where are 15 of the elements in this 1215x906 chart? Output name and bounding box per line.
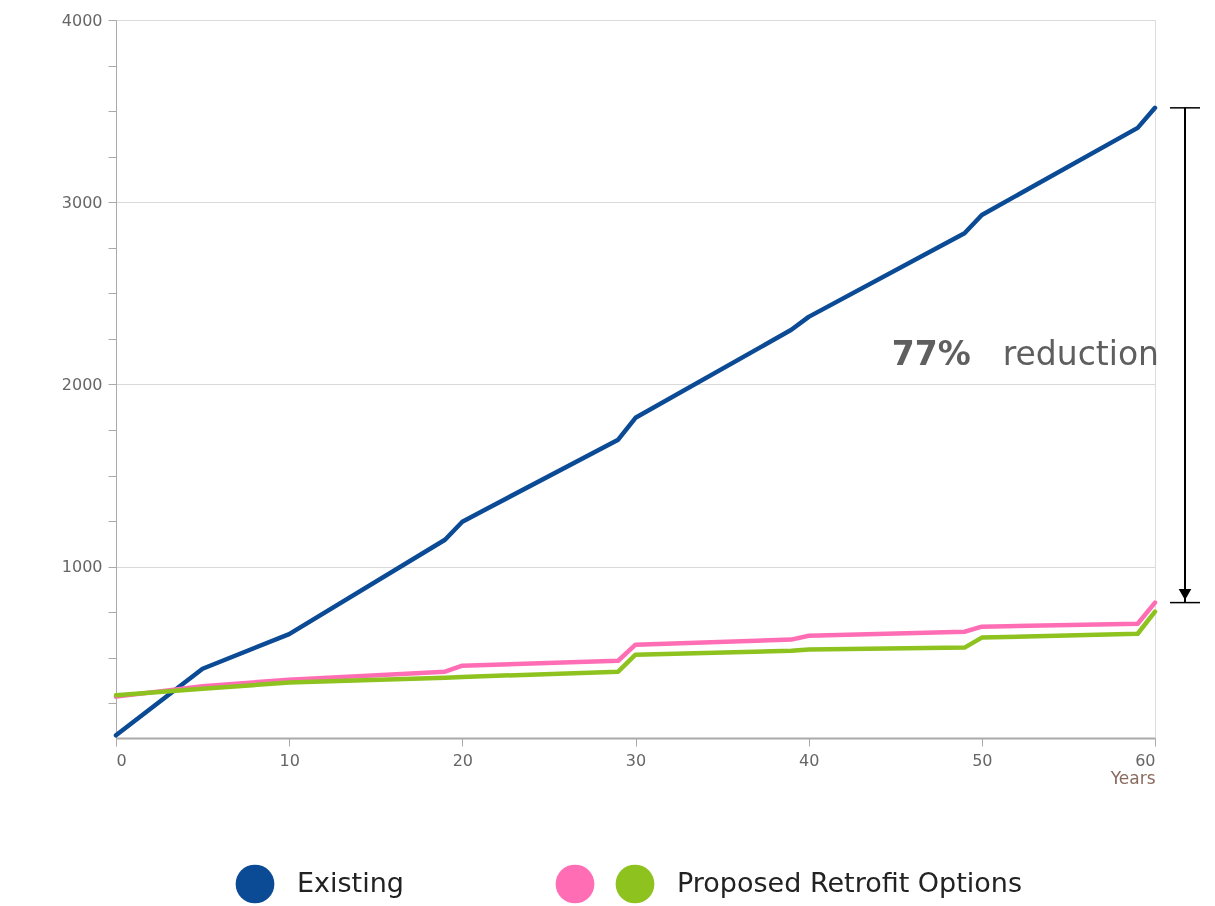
- y-tick-label: 3000: [61, 192, 103, 212]
- y-tick-label: 1000: [61, 557, 103, 577]
- x-axis-title: Years: [1109, 767, 1156, 788]
- x-tick-label: 50: [972, 750, 993, 770]
- x-tick-label: 40: [798, 750, 820, 770]
- x-tick-label: 20: [452, 750, 474, 770]
- y-tick-label: 4000: [61, 10, 103, 30]
- annotation: 77% reduction: [891, 334, 1159, 374]
- y-tick-label: 2000: [61, 374, 103, 394]
- x-tick-label: 10: [279, 750, 300, 770]
- legend-label: Existing: [297, 867, 404, 898]
- legend-label: Proposed Retrofit Options: [677, 867, 1023, 898]
- x-tick-label: 0: [116, 750, 127, 770]
- x-tick-label: 60: [1135, 750, 1156, 770]
- x-tick-label: 30: [625, 750, 647, 770]
